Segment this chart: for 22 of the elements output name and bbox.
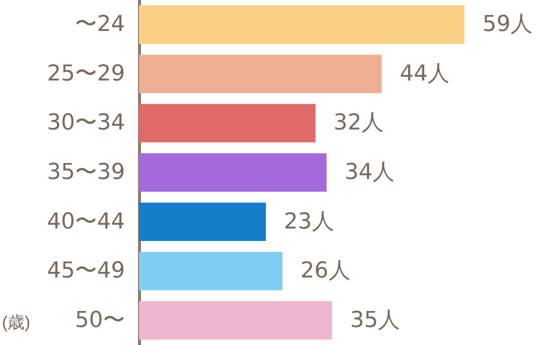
y-tick-label: 〜24: [75, 12, 125, 38]
y-tick-label: 30〜34: [47, 110, 125, 136]
data-label: 35人: [350, 308, 400, 333]
data-label: 23人: [284, 209, 334, 234]
bar: [139, 54, 382, 94]
y-tick-label: 45〜49: [47, 258, 125, 284]
bar: [139, 202, 266, 242]
y-tick-label: 35〜39: [47, 160, 125, 185]
data-label: 44人: [400, 61, 450, 86]
data-label: 26人: [300, 258, 350, 284]
bar: [139, 301, 332, 340]
y-tick-label: 40〜44: [47, 209, 125, 234]
y-tick-label: 50〜: [75, 308, 125, 333]
y-axis-title: (歳): [2, 313, 30, 332]
bar: [139, 252, 282, 290]
y-tick-label: 25〜29: [47, 61, 125, 86]
bar: [139, 5, 464, 44]
data-label: 59人: [482, 12, 532, 38]
bar: [139, 104, 316, 142]
bar: [139, 153, 327, 192]
data-label: 34人: [344, 160, 395, 185]
data-label: 32人: [334, 110, 384, 136]
